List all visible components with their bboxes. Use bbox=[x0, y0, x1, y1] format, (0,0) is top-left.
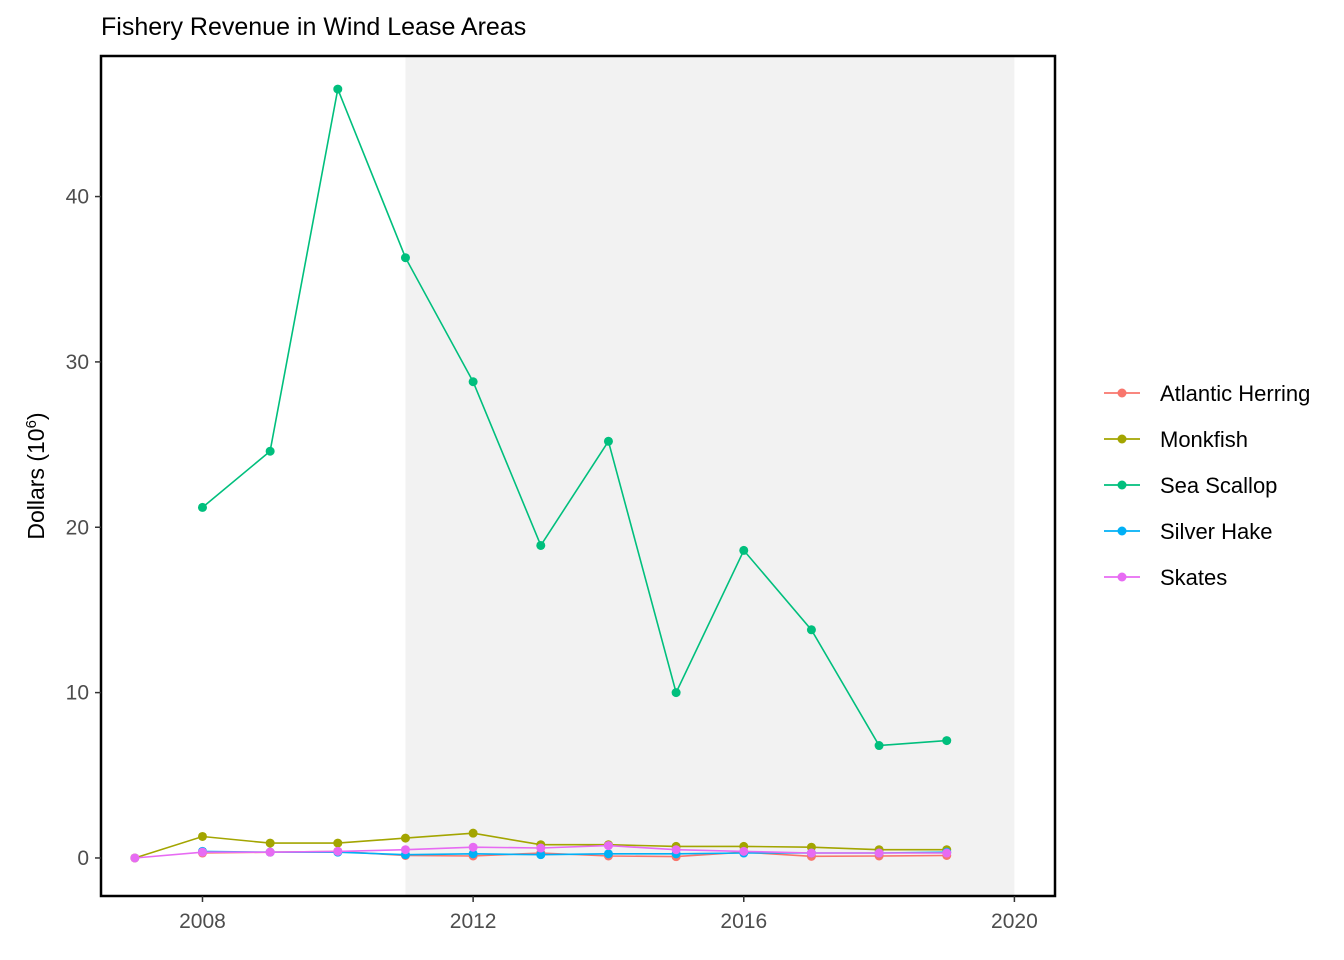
legend-label: Monkfish bbox=[1160, 427, 1248, 452]
y-tick-label: 20 bbox=[66, 516, 89, 539]
legend-key-point bbox=[1117, 480, 1127, 490]
data-point-skates bbox=[333, 846, 343, 856]
legend-item-monkfish: Monkfish bbox=[1104, 427, 1248, 452]
x-tick-label: 2012 bbox=[450, 910, 497, 933]
x-tick-label: 2008 bbox=[179, 910, 226, 933]
data-point-skates bbox=[739, 846, 749, 856]
plot-panel bbox=[99, 54, 1057, 898]
data-point-sea-scallop bbox=[400, 253, 410, 263]
data-point-sea-scallop bbox=[197, 502, 207, 512]
data-point-silver-hake bbox=[603, 849, 613, 859]
data-point-skates bbox=[400, 845, 410, 855]
shaded-period-region bbox=[405, 56, 1015, 896]
data-point-sea-scallop bbox=[671, 688, 681, 698]
legend-key-point bbox=[1117, 526, 1127, 536]
legend-label: Atlantic Herring bbox=[1160, 381, 1310, 406]
legend-label: Sea Scallop bbox=[1160, 473, 1277, 498]
data-point-silver-hake bbox=[468, 849, 478, 859]
legend-item-sea-scallop: Sea Scallop bbox=[1104, 473, 1277, 498]
data-point-silver-hake bbox=[536, 850, 546, 860]
y-axis: 0 10 20 30 40 bbox=[66, 186, 101, 870]
y-tick-label: 10 bbox=[66, 682, 89, 705]
data-point-monkfish bbox=[265, 838, 275, 848]
series-layer bbox=[130, 84, 952, 863]
data-point-skates bbox=[671, 845, 681, 855]
data-point-skates bbox=[468, 842, 478, 852]
y-axis-title-close: ) bbox=[23, 412, 49, 420]
data-point-sea-scallop bbox=[536, 540, 546, 550]
y-tick-label: 40 bbox=[66, 186, 89, 209]
series-line-sea-scallop bbox=[201, 86, 947, 747]
series-skates bbox=[130, 841, 952, 863]
data-point-monkfish bbox=[468, 828, 478, 838]
y-axis-title: Dollars (106) bbox=[23, 412, 50, 539]
data-point-monkfish bbox=[197, 831, 207, 841]
data-point-skates bbox=[197, 847, 207, 857]
plot-panel-border bbox=[99, 54, 1057, 898]
data-point-sea-scallop bbox=[603, 436, 613, 446]
data-point-sea-scallop bbox=[874, 741, 884, 751]
legend-label: Skates bbox=[1160, 565, 1227, 590]
x-axis: 2008 2012 2016 2020 bbox=[179, 896, 1038, 933]
data-point-skates bbox=[130, 853, 140, 863]
legend-label: Silver Hake bbox=[1160, 519, 1272, 544]
data-point-sea-scallop bbox=[942, 736, 952, 746]
data-point-skates bbox=[874, 848, 884, 858]
y-tick-label: 30 bbox=[66, 351, 89, 374]
legend-key-point bbox=[1117, 388, 1127, 398]
data-point-monkfish bbox=[400, 833, 410, 843]
legend-key-point bbox=[1117, 572, 1127, 582]
data-point-skates bbox=[806, 848, 816, 858]
legend-item-skates: Skates bbox=[1104, 565, 1227, 590]
x-tick-label: 2020 bbox=[991, 910, 1038, 933]
y-tick-label: 0 bbox=[77, 847, 89, 870]
y-axis-title-base: Dollars (10 bbox=[23, 428, 49, 539]
chart-title: Fishery Revenue in Wind Lease Areas bbox=[101, 13, 526, 41]
data-point-skates bbox=[265, 847, 275, 857]
data-point-skates bbox=[536, 843, 546, 853]
data-point-sea-scallop bbox=[265, 446, 275, 456]
legend-item-silver-hake: Silver Hake bbox=[1104, 519, 1272, 544]
data-point-skates bbox=[603, 841, 613, 851]
data-point-sea-scallop bbox=[468, 377, 478, 387]
legend-key-point bbox=[1117, 434, 1127, 444]
data-point-monkfish bbox=[333, 838, 343, 848]
data-point-sea-scallop bbox=[333, 84, 343, 94]
data-point-sea-scallop bbox=[806, 625, 816, 635]
y-axis-title-exponent: 6 bbox=[23, 420, 40, 428]
legend-item-atlantic-herring: Atlantic Herring bbox=[1104, 381, 1310, 406]
series-sea-scallop bbox=[197, 84, 952, 751]
data-point-skates bbox=[942, 848, 952, 858]
data-point-sea-scallop bbox=[739, 545, 749, 555]
x-tick-label: 2016 bbox=[720, 910, 767, 933]
legend: Atlantic Herring Monkfish Sea Scallop Silve… bbox=[1104, 381, 1310, 590]
